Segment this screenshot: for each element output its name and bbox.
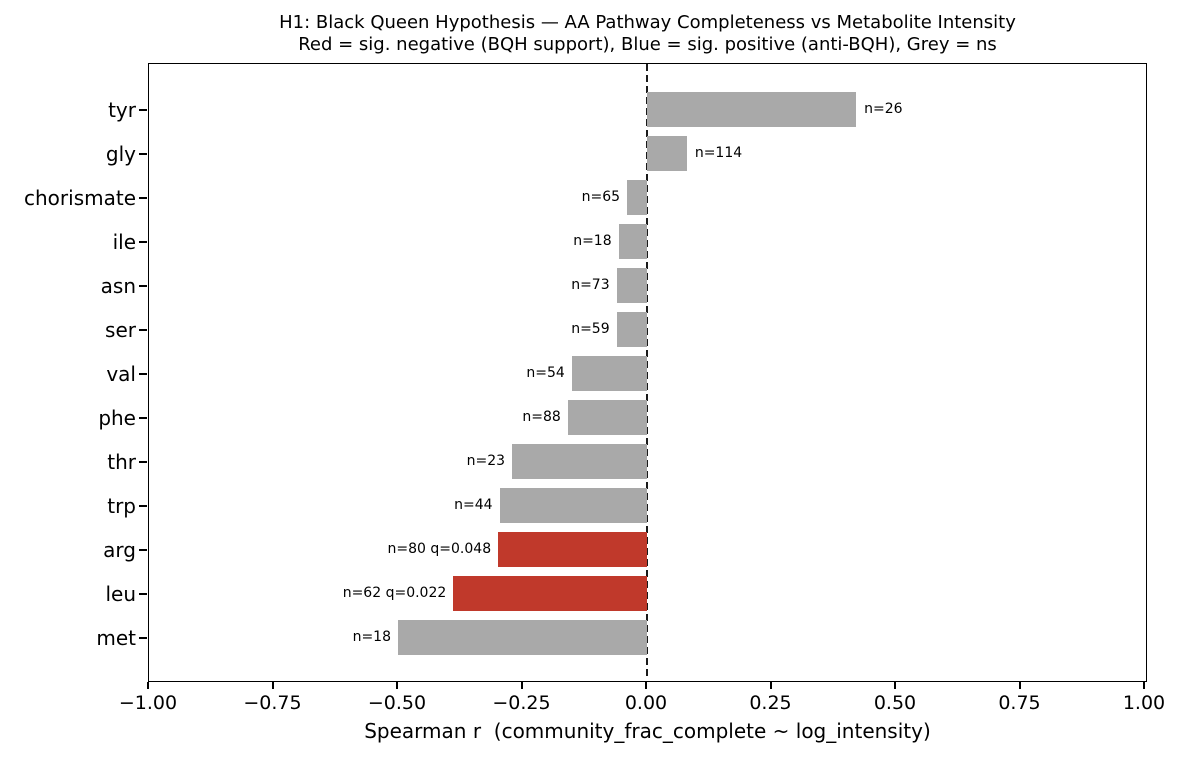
- bar-thr: [512, 444, 647, 480]
- bar-annotation-val: n=54: [526, 365, 565, 382]
- ytick-label-thr: thr: [107, 450, 136, 475]
- xtick-mark-0.00: [645, 682, 647, 689]
- xtick-mark-0.75: [1018, 682, 1021, 689]
- xtick-label-0.25: 0.25: [749, 691, 792, 714]
- bar-annotation-leu: n=62 q=0.022: [342, 585, 447, 602]
- bar-val: [571, 356, 647, 392]
- bar-annotation-tyr: n=26: [864, 101, 903, 118]
- ytick-mark-tyr: [139, 109, 147, 112]
- ytick-mark-met: [139, 637, 147, 640]
- bar-phe: [567, 400, 647, 436]
- bar-annotation-arg: n=80 q=0.048: [387, 541, 492, 558]
- ytick-mark-ser: [139, 329, 147, 332]
- chart-title: H1: Black Queen Hypothesis — AA Pathway …: [279, 12, 1016, 33]
- bar-tyr: [647, 92, 857, 128]
- bar-annotation-thr: n=23: [466, 453, 506, 470]
- ytick-label-chorismate: chorismate: [24, 186, 136, 211]
- bar-annotation-ser: n=59: [571, 321, 610, 338]
- bar-annotation-chorismate: n=65: [581, 189, 621, 206]
- bar-annotation-phe: n=88: [522, 409, 561, 426]
- ytick-mark-ile: [139, 241, 147, 244]
- ytick-label-val: val: [106, 362, 136, 387]
- ytick-mark-asn: [139, 285, 147, 288]
- xtick-label-−0.75: −0.75: [243, 691, 302, 714]
- xtick-label-0.00: 0.00: [624, 691, 668, 714]
- x-axis-label: Spearman r (community_frac_complete ~ lo…: [364, 719, 931, 743]
- ytick-mark-chorismate: [139, 197, 147, 200]
- bar-annotation-ile: n=18: [573, 233, 612, 250]
- bar-ile: [618, 224, 647, 260]
- xtick-label-0.75: 0.75: [998, 691, 1041, 714]
- xtick-label-0.50: 0.50: [873, 691, 917, 714]
- bar-annotation-gly: n=114: [694, 145, 743, 162]
- ytick-mark-phe: [139, 417, 147, 420]
- xtick-mark-−1.00: [147, 682, 149, 689]
- xtick-mark-0.25: [769, 682, 772, 689]
- bar-met: [398, 620, 647, 656]
- bar-annotation-trp: n=44: [454, 497, 493, 514]
- ytick-label-arg: arg: [103, 538, 136, 563]
- ytick-label-met: met: [96, 626, 136, 651]
- bar-trp: [499, 488, 647, 524]
- xtick-mark-1.00: [1143, 682, 1145, 689]
- ytick-label-leu: leu: [105, 582, 136, 607]
- ytick-label-phe: phe: [98, 406, 136, 431]
- xtick-mark-−0.50: [396, 682, 398, 689]
- ytick-mark-gly: [139, 153, 147, 156]
- bar-asn: [616, 268, 647, 304]
- xtick-mark-−0.75: [271, 682, 274, 689]
- chart-subtitle: Red = sig. negative (BQH support), Blue …: [298, 34, 997, 55]
- xtick-mark-−0.25: [520, 682, 523, 689]
- ytick-mark-arg: [139, 549, 147, 552]
- xtick-label-1.00: 1.00: [1122, 691, 1166, 714]
- ytick-label-ile: ile: [112, 230, 136, 255]
- bar-annotation-asn: n=73: [571, 277, 610, 294]
- xtick-label-−0.50: −0.50: [367, 691, 427, 714]
- zero-reference-line: [646, 64, 648, 680]
- ytick-label-ser: ser: [105, 318, 136, 343]
- ytick-mark-val: [139, 373, 147, 376]
- bar-arg: [498, 532, 647, 568]
- bar-annotation-met: n=18: [352, 629, 391, 646]
- ytick-mark-trp: [139, 505, 147, 508]
- bar-leu: [453, 576, 647, 612]
- xtick-label-−0.25: −0.25: [492, 691, 551, 714]
- ytick-label-asn: asn: [100, 274, 136, 299]
- ytick-mark-thr: [139, 461, 147, 464]
- ytick-label-tyr: tyr: [108, 98, 136, 123]
- xtick-label-−1.00: −1.00: [118, 691, 178, 714]
- ytick-label-trp: trp: [107, 494, 136, 519]
- bar-chorismate: [627, 180, 647, 216]
- xtick-mark-0.50: [894, 682, 896, 689]
- bar-gly: [647, 136, 687, 172]
- ytick-mark-leu: [139, 593, 147, 596]
- ytick-label-gly: gly: [105, 142, 136, 167]
- plot-area: n=26 n=114 n=65 n=18 n=73 n=59 n=54 n=88 n=23 n=4…: [148, 63, 1147, 682]
- bar-ser: [616, 312, 647, 348]
